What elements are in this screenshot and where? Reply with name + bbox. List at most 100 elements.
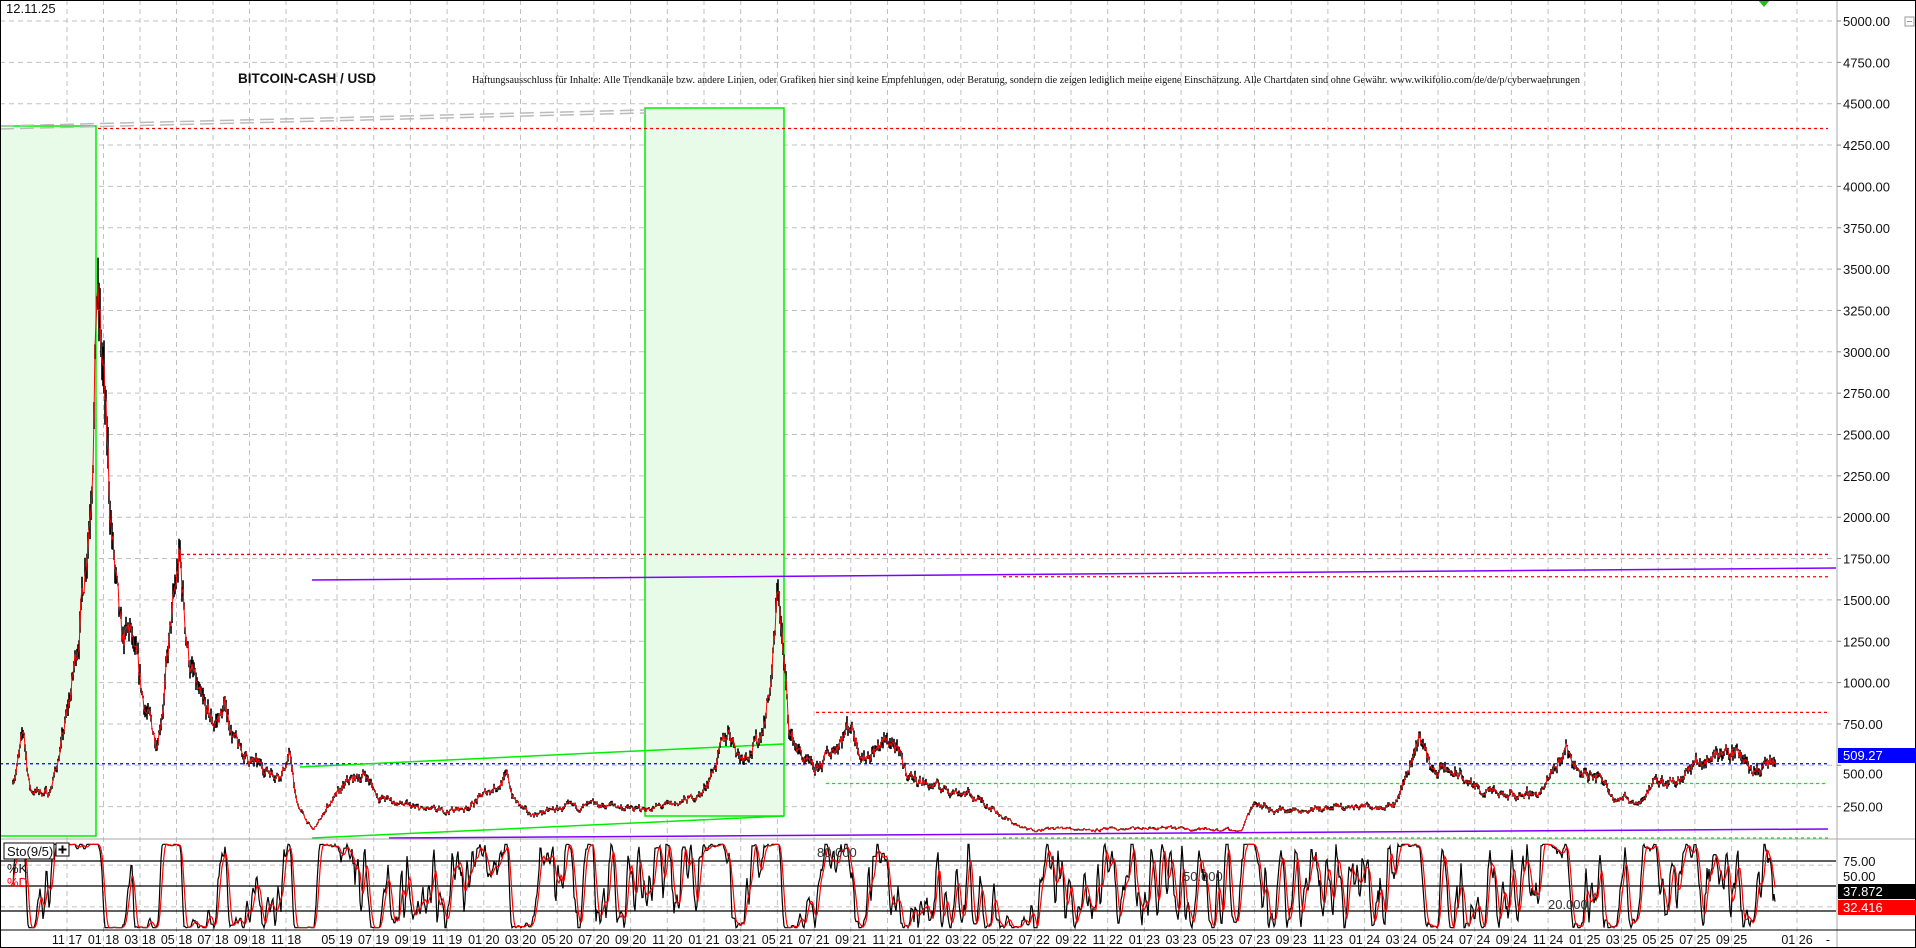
highlight-zones — [0, 107, 785, 837]
x-tick-label: 03 25 — [1606, 933, 1637, 947]
x-tick-label: 09 20 — [615, 933, 646, 947]
purple-resistance-line — [311, 567, 1837, 581]
x-tick-label: 03 23 — [1165, 933, 1196, 947]
y-tick-label: 3500.00 — [1843, 262, 1890, 277]
x-tick-label: 11 18 — [271, 933, 301, 947]
x-tick-label: 01 23 — [1129, 933, 1160, 947]
x-tick-label: 05 20 — [542, 933, 573, 947]
x-tick-label: - — [1826, 933, 1830, 947]
x-tick-label: 05 21 — [762, 933, 793, 947]
y-tick-label: 2750.00 — [1843, 386, 1890, 401]
last-price-value: 509.27 — [1843, 748, 1883, 763]
x-tick-label: 09 19 — [395, 933, 426, 947]
y-tick-label: 4000.00 — [1843, 179, 1890, 194]
x-tick-label: 09 25 — [1716, 933, 1747, 947]
x-tick-label: 07 24 — [1459, 933, 1490, 947]
signal-triangle-icon — [1758, 0, 1770, 7]
y-tick-label: 500.00 — [1843, 766, 1883, 781]
sto-title: Sto(9/5) — [7, 844, 53, 859]
k-value-badge — [1838, 884, 1916, 899]
y-tick-label: 4250.00 — [1843, 138, 1890, 153]
x-tick-label: 01 18 — [88, 933, 119, 947]
x-tick-label: 09 18 — [234, 933, 265, 947]
x-tick-label: 05 18 — [161, 933, 192, 947]
x-tick-label: 01 20 — [468, 933, 499, 947]
y-tick-label: 2000.00 — [1843, 510, 1890, 525]
x-tick-label: 05 23 — [1202, 933, 1233, 947]
sto-d-line — [12, 843, 1776, 930]
x-tick-label: 07 21 — [798, 933, 829, 947]
d-value-badge — [1838, 900, 1916, 915]
x-tick-label: 09 24 — [1496, 933, 1527, 947]
x-tick-label: 01 21 — [688, 933, 719, 947]
green-lower-channel-line — [311, 815, 785, 839]
y-tick-label: 4500.00 — [1843, 97, 1890, 112]
plus-icon — [58, 845, 67, 854]
y-tick-label: 1000.00 — [1843, 676, 1890, 691]
disclaimer-text: Haftungsausschluss für Inhalte: Alle Tre… — [472, 74, 1580, 86]
x-tick-label: 07 22 — [1019, 933, 1050, 947]
chart-date: 12.11.25 — [6, 1, 56, 16]
x-tick-label: 05 19 — [321, 933, 352, 947]
x-tick-label: 11 17 — [52, 933, 82, 947]
x-tick-label: 03 22 — [945, 933, 976, 947]
trend-lines — [0, 0, 1837, 839]
green-zone-2017 — [0, 125, 97, 837]
legend-d: %D — [7, 875, 28, 890]
chart-title: BITCOIN-CASH / USD — [238, 71, 376, 86]
y-tick-label: 4750.00 — [1843, 55, 1890, 70]
x-tick-label: 11 22 — [1093, 933, 1123, 947]
y-tick-label: 250.00 — [1843, 800, 1883, 815]
y-tick-label: 5000.00 — [1843, 14, 1890, 29]
x-tick-label: 07 18 — [197, 933, 228, 947]
sto-level-label: 80.000 — [817, 845, 857, 860]
y-tick-label: 1750.00 — [1843, 552, 1890, 567]
sto-y-tick-label: 50.00 — [1843, 869, 1876, 884]
y-tick-label: 2250.00 — [1843, 469, 1890, 484]
green-zone-2021 — [644, 107, 785, 817]
x-tick-label: 11 23 — [1313, 933, 1343, 947]
x-tick-label: 11 19 — [432, 933, 462, 947]
x-tick-label: 09 23 — [1276, 933, 1307, 947]
green-upper-channel-line — [299, 743, 785, 768]
sto-y-tick-label: 75.00 — [1843, 854, 1876, 869]
x-tick-label: 03 21 — [725, 933, 756, 947]
x-tick-label: 03 20 — [505, 933, 536, 947]
k-value: 37.872 — [1843, 884, 1883, 899]
x-tick-label: 05 24 — [1422, 933, 1453, 947]
sto-level-label: 50.000 — [1183, 869, 1223, 884]
y-tick-label: 2500.00 — [1843, 428, 1890, 443]
price-series — [12, 257, 1776, 833]
sto-level-label: 20.000 — [1548, 897, 1588, 912]
y-tick-label: 3000.00 — [1843, 345, 1890, 360]
x-tick-label: 09 22 — [1055, 933, 1086, 947]
x-tick-label: 11 21 — [872, 933, 902, 947]
gray-trend-line — [0, 109, 646, 127]
d-value: 32.416 — [1843, 900, 1883, 915]
x-tick-label: 11 20 — [652, 933, 682, 947]
stochastic-panel: Sto(9/5) %K%D 80.000 50.000 20.000 — [0, 842, 1836, 930]
legend-k: %K — [7, 861, 28, 876]
grid — [0, 0, 1836, 948]
x-tick-label: 01 26 — [1781, 933, 1812, 947]
y-tick-label: 750.00 — [1843, 717, 1883, 732]
x-tick-label: 07 25 — [1679, 933, 1710, 947]
x-tick-label: 05 22 — [982, 933, 1013, 947]
y-tick-label: 3250.00 — [1843, 303, 1890, 318]
last-price-badge — [1838, 748, 1916, 763]
y-tick-label: 3750.00 — [1843, 221, 1890, 236]
x-tick-label: 07 23 — [1239, 933, 1270, 947]
x-tick-label: 01 22 — [909, 933, 940, 947]
x-tick-label: 11 24 — [1533, 933, 1563, 947]
close-line — [12, 283, 1776, 833]
sto-title-box[interactable] — [3, 842, 55, 860]
x-tick-label: 01 24 — [1349, 933, 1380, 947]
x-tick-label: 03 24 — [1386, 933, 1417, 947]
x-tick-label: 09 21 — [835, 933, 866, 947]
x-tick-label: 01 25 — [1569, 933, 1600, 947]
x-tick-label: 03 18 — [124, 933, 155, 947]
y-tick-label: 1250.00 — [1843, 634, 1890, 649]
y-tick-label: 1500.00 — [1843, 593, 1890, 608]
